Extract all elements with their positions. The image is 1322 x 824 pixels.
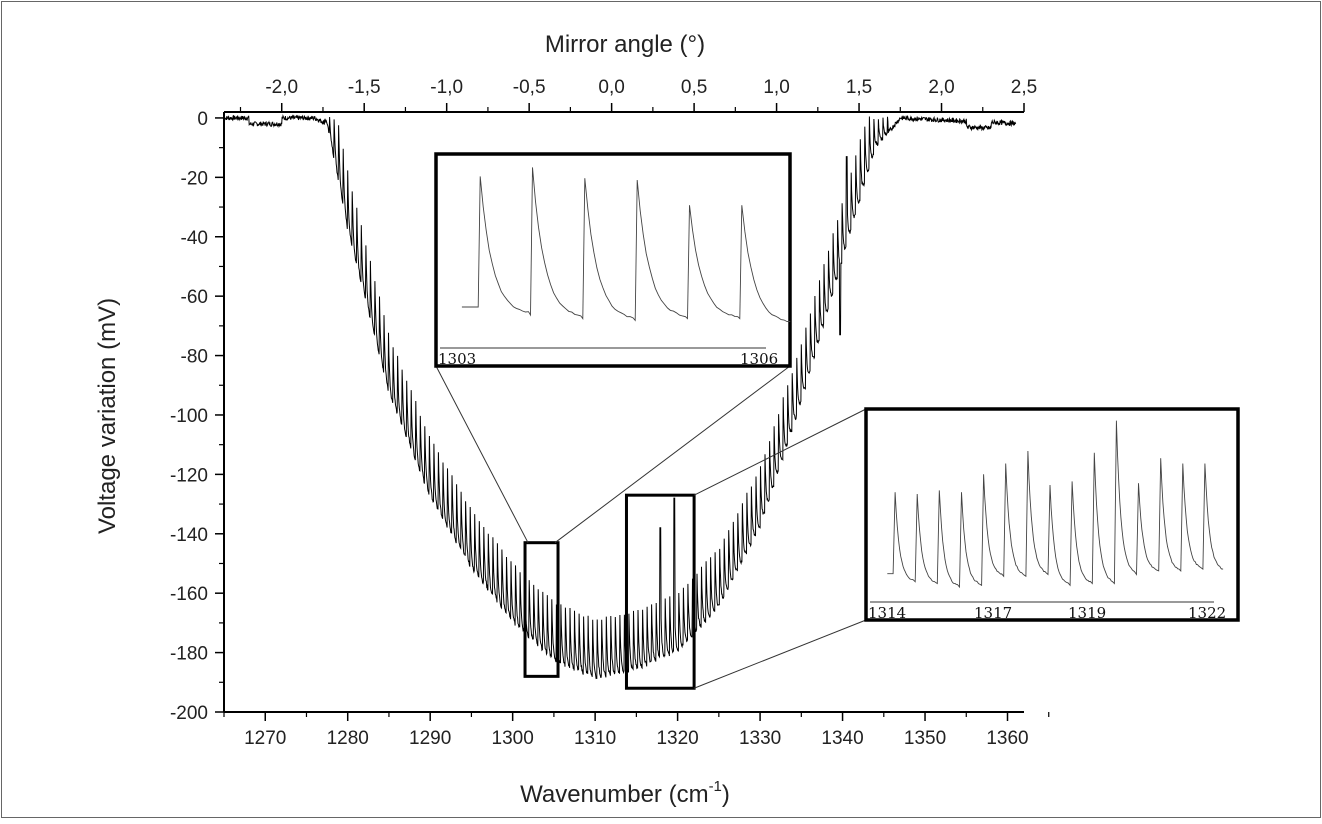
x2-tick-label: 1,5	[846, 77, 872, 98]
x2-tick-label: -2,0	[265, 77, 298, 98]
y-tick-label: -160	[170, 584, 208, 605]
y-tick-label: -140	[170, 525, 208, 546]
x2-tick-label: 2,5	[1011, 77, 1037, 98]
x2-tick-label: -1,5	[348, 77, 381, 98]
x-axis-title-superscript: -1	[709, 778, 722, 795]
x-tick-label: 1350	[904, 728, 946, 749]
zoom-connector	[435, 365, 529, 543]
insets-group: 1303 1306 1314 1317 1319 1322	[434, 152, 1240, 622]
y-tick-label: -80	[181, 347, 208, 368]
x-tick-label: 1280	[327, 728, 369, 749]
spectrum-line	[223, 113, 1017, 680]
x-tick-label: 1320	[656, 728, 698, 749]
x-tick-label: 1340	[821, 728, 863, 749]
inset-tick-label: 1303	[438, 350, 476, 368]
zoom-rect-2	[624, 493, 696, 690]
x-tick-label: 1270	[244, 728, 286, 749]
y-tick-label: -20	[181, 168, 208, 189]
y-tick-label: -100	[170, 406, 208, 427]
inset-tick-label: 1319	[1068, 604, 1106, 622]
y-tick-label: -40	[181, 228, 208, 249]
inset-spectrum-line	[887, 420, 1224, 589]
inset-spectrum-line	[461, 167, 791, 323]
inset-tick-label: 1317	[974, 604, 1012, 622]
x-tick-label: 1360	[986, 728, 1028, 749]
x2-tick-label: 0,0	[598, 77, 624, 98]
inset-tick-label: 1306	[740, 350, 778, 368]
spectrum-trace-group	[223, 113, 1017, 680]
x2-tick-label: 0,5	[681, 77, 707, 98]
x2-tick-label: -1,0	[430, 77, 463, 98]
x-axis-title: Wavenumber (cm-1)	[520, 778, 730, 808]
x-tick-label: 1300	[492, 728, 534, 749]
zoom-connector	[693, 619, 867, 689]
zoom-connector	[693, 408, 867, 496]
zoom-connector	[554, 365, 791, 544]
x2-tick-label: 2,0	[928, 77, 954, 98]
x2-tick-label: -0,5	[513, 77, 546, 98]
x2-tick-label: 1,0	[763, 77, 789, 98]
x-axis-title-main: Wavenumber (cm	[520, 781, 708, 808]
y-tick-label: -60	[181, 287, 208, 308]
y-tick-label: -200	[170, 703, 208, 724]
y-tick-label: -120	[170, 465, 208, 486]
x2-axis-title: Mirror angle (°)	[545, 31, 705, 58]
x-tick-label: 1290	[409, 728, 451, 749]
axes-group: 1270 1280 1290 1300 1310 1320 1330 1340 1350 1360…	[170, 77, 1050, 749]
x-tick-label: 1330	[739, 728, 781, 749]
zoom-rect-1	[523, 541, 560, 678]
y-tick-label: 0	[197, 109, 208, 130]
x-tick-label: 1310	[574, 728, 616, 749]
y-axis-title: Voltage variation (mV)	[94, 298, 121, 534]
inset-tick-label: 1314	[868, 604, 906, 622]
inset-frame-1	[434, 152, 792, 368]
zoom-regions-group	[435, 365, 867, 690]
y-tick-label: -180	[170, 644, 208, 665]
inset-tick-label: 1322	[1188, 604, 1226, 622]
x-axis-title-close: )	[722, 781, 730, 808]
